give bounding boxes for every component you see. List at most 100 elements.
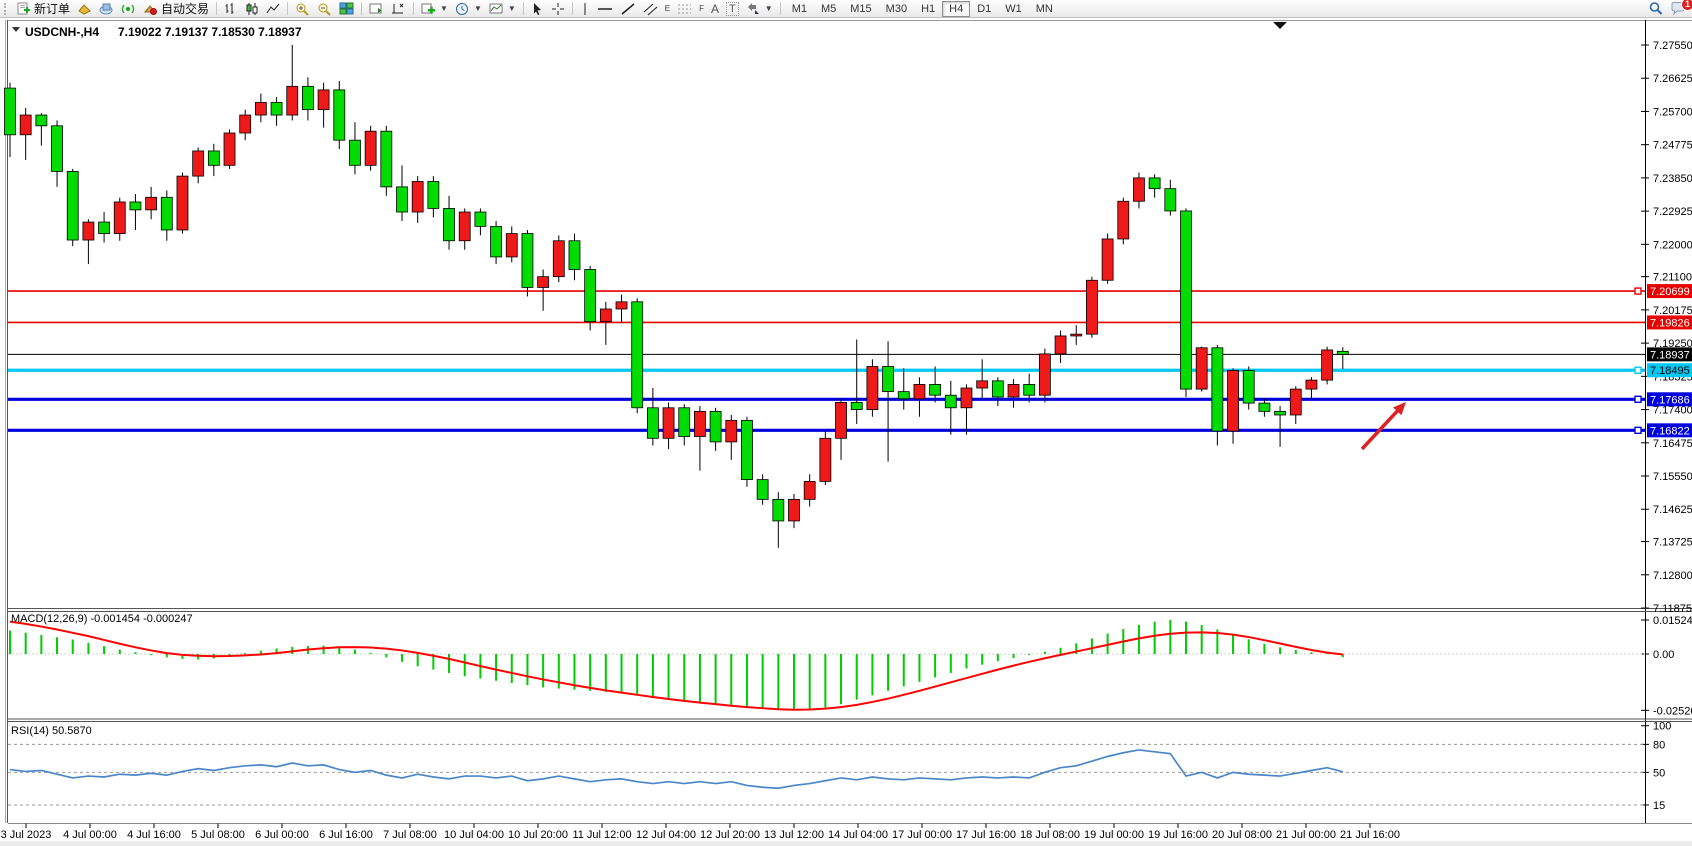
svg-text:7.13725: 7.13725 xyxy=(1653,537,1692,549)
vline-tool-button[interactable] xyxy=(577,1,593,17)
symbol-label: USDCNH-,H4 xyxy=(25,25,99,39)
fibonacci-icon xyxy=(678,4,692,13)
data-window-button[interactable] xyxy=(74,1,95,17)
notifications-button[interactable]: 1 xyxy=(1667,0,1692,17)
timeframe-button-M15[interactable]: M15 xyxy=(850,2,872,15)
svg-text:7 Jul 08:00: 7 Jul 08:00 xyxy=(383,829,437,841)
timeframe-button-H1[interactable]: H1 xyxy=(921,2,936,15)
svg-text:17 Jul 16:00: 17 Jul 16:00 xyxy=(956,829,1016,841)
svg-text:10 Jul 04:00: 10 Jul 04:00 xyxy=(444,829,504,841)
auto-arrange-icon xyxy=(392,3,404,13)
svg-text:7.18937: 7.18937 xyxy=(1650,349,1690,361)
svg-text:10 Jul 20:00: 10 Jul 20:00 xyxy=(508,829,568,841)
symbol-info[interactable]: USDCNH-,H4 7.19022 7.19137 7.18530 7.1893… xyxy=(12,25,302,39)
templates-button[interactable]: ▼ xyxy=(486,1,519,17)
search-icon xyxy=(1649,2,1663,15)
channel-tool-button[interactable]: E xyxy=(640,1,673,17)
svg-text:7.20699: 7.20699 xyxy=(1650,286,1690,298)
tile-windows-icon xyxy=(339,2,354,14)
cursor-icon xyxy=(533,2,541,15)
svg-text:7.25700: 7.25700 xyxy=(1653,106,1692,118)
time-axis[interactable]: 3 Jul 2023 4 Jul 00:00 4 Jul 16:00 5 Jul 08… xyxy=(1,823,1400,842)
svg-text:20 Jul 08:00: 20 Jul 08:00 xyxy=(1212,829,1272,841)
arrange-charts-button[interactable] xyxy=(366,1,387,17)
cursor-tool-button[interactable] xyxy=(528,1,547,17)
dropdown-caret-icon: ▼ xyxy=(473,4,482,13)
label-tool-button[interactable]: T xyxy=(723,1,742,17)
candlesticks[interactable] xyxy=(4,44,1349,548)
text-tool-button[interactable]: A xyxy=(708,1,722,17)
label-tool-icon: T xyxy=(726,1,739,16)
new-order-label: 新订单 xyxy=(34,2,71,16)
svg-text:7.22000: 7.22000 xyxy=(1653,239,1692,251)
chart-bars-button[interactable] xyxy=(221,1,241,17)
candlestick-chart-icon xyxy=(246,2,258,15)
svg-text:7.23850: 7.23850 xyxy=(1653,173,1692,185)
chart-shift-marker xyxy=(1273,22,1287,29)
ohlc-values: 7.19022 7.19137 7.18530 7.18937 xyxy=(118,25,302,39)
hline-tool-button[interactable] xyxy=(594,1,616,17)
svg-text:7.22925: 7.22925 xyxy=(1653,206,1692,218)
svg-text:6 Jul 00:00: 6 Jul 00:00 xyxy=(255,829,309,841)
zoom-in-button[interactable] xyxy=(292,1,313,17)
navigator-icon xyxy=(99,3,113,14)
toolbar-separator xyxy=(287,2,289,15)
svg-text:4 Jul 00:00: 4 Jul 00:00 xyxy=(63,829,117,841)
svg-text:0.015243: 0.015243 xyxy=(1653,615,1692,627)
data-window-icon xyxy=(78,3,91,15)
channel-tool-sub: E xyxy=(664,4,671,13)
chart-candles-button[interactable] xyxy=(242,1,262,17)
toolbar-grip[interactable] xyxy=(4,2,9,15)
autotrade-icon xyxy=(143,4,158,15)
svg-text:13 Jul 12:00: 13 Jul 12:00 xyxy=(764,829,824,841)
price-axis[interactable]: 7.27550 7.26625 7.25700 7.24775 7.23850 7.229… xyxy=(1641,40,1692,615)
horizontal-line-icon xyxy=(597,7,612,10)
auto-arrange-button[interactable] xyxy=(388,1,409,17)
timeframe-button-D1[interactable]: D1 xyxy=(977,2,992,15)
horizontal-lines[interactable] xyxy=(8,287,1645,435)
rsi-label: RSI(14) 50.5870 xyxy=(11,725,92,737)
timeframe-button-M5[interactable]: M5 xyxy=(820,2,837,15)
timeframe-button-H4[interactable]: H4 xyxy=(942,0,971,17)
macd-panel[interactable]: MACD(12,26,9) -0.001454 -0.000247 xyxy=(8,613,1645,711)
zoom-out-button[interactable] xyxy=(314,1,335,17)
chart-line-button[interactable] xyxy=(263,1,283,17)
chart-canvas[interactable]: 7.27550 7.26625 7.25700 7.24775 7.23850 7.229… xyxy=(0,18,1692,846)
navigator-button[interactable] xyxy=(96,1,117,17)
new-order-button[interactable]: 新订单 xyxy=(13,1,73,17)
shapes-icon xyxy=(747,2,759,14)
svg-text:7.17400: 7.17400 xyxy=(1653,405,1692,417)
periods-button[interactable]: ▼ xyxy=(452,1,485,17)
fibonacci-tool-button[interactable]: F xyxy=(674,1,707,17)
shapes-tool-button[interactable]: ▼ xyxy=(743,1,776,17)
crosshair-icon xyxy=(551,2,564,15)
arrange-charts-icon xyxy=(369,3,382,13)
svg-text:-0.025267: -0.025267 xyxy=(1653,705,1692,717)
signals-button[interactable] xyxy=(118,1,139,17)
arrow-annotation[interactable] xyxy=(1360,402,1406,451)
timeframe-button-MN[interactable]: MN xyxy=(1035,2,1053,15)
trendline-tool-button[interactable] xyxy=(617,1,639,17)
bar-chart-icon xyxy=(225,2,234,14)
svg-text:7.18495: 7.18495 xyxy=(1650,365,1690,377)
chart-frame xyxy=(0,20,1692,846)
svg-text:5 Jul 08:00: 5 Jul 08:00 xyxy=(191,829,245,841)
timeframe-button-M1[interactable]: M1 xyxy=(791,2,807,15)
timeframe-button-W1[interactable]: W1 xyxy=(1005,2,1022,15)
autotrade-button[interactable]: 自动交易 xyxy=(140,1,212,17)
template-icon xyxy=(489,3,503,13)
svg-text:4 Jul 16:00: 4 Jul 16:00 xyxy=(127,829,181,841)
svg-text:7.19826: 7.19826 xyxy=(1650,317,1690,329)
svg-text:7.21100: 7.21100 xyxy=(1653,272,1692,284)
rsi-panel[interactable]: RSI(14) 50.5870 xyxy=(9,725,1344,790)
price-tags: 7.20699 7.19826 7.18937 7.18495 7.17686 7.168… xyxy=(1647,284,1692,438)
tile-windows-button[interactable] xyxy=(336,1,357,17)
channel-icon xyxy=(643,3,658,15)
svg-text:21 Jul 00:00: 21 Jul 00:00 xyxy=(1276,829,1336,841)
svg-text:7.15550: 7.15550 xyxy=(1653,471,1692,483)
svg-text:80: 80 xyxy=(1653,739,1665,751)
timeframe-button-M30[interactable]: M30 xyxy=(885,2,908,15)
search-button[interactable] xyxy=(1645,1,1666,17)
new-chart-button[interactable]: ▼ xyxy=(418,1,451,17)
crosshair-tool-button[interactable] xyxy=(548,1,568,17)
